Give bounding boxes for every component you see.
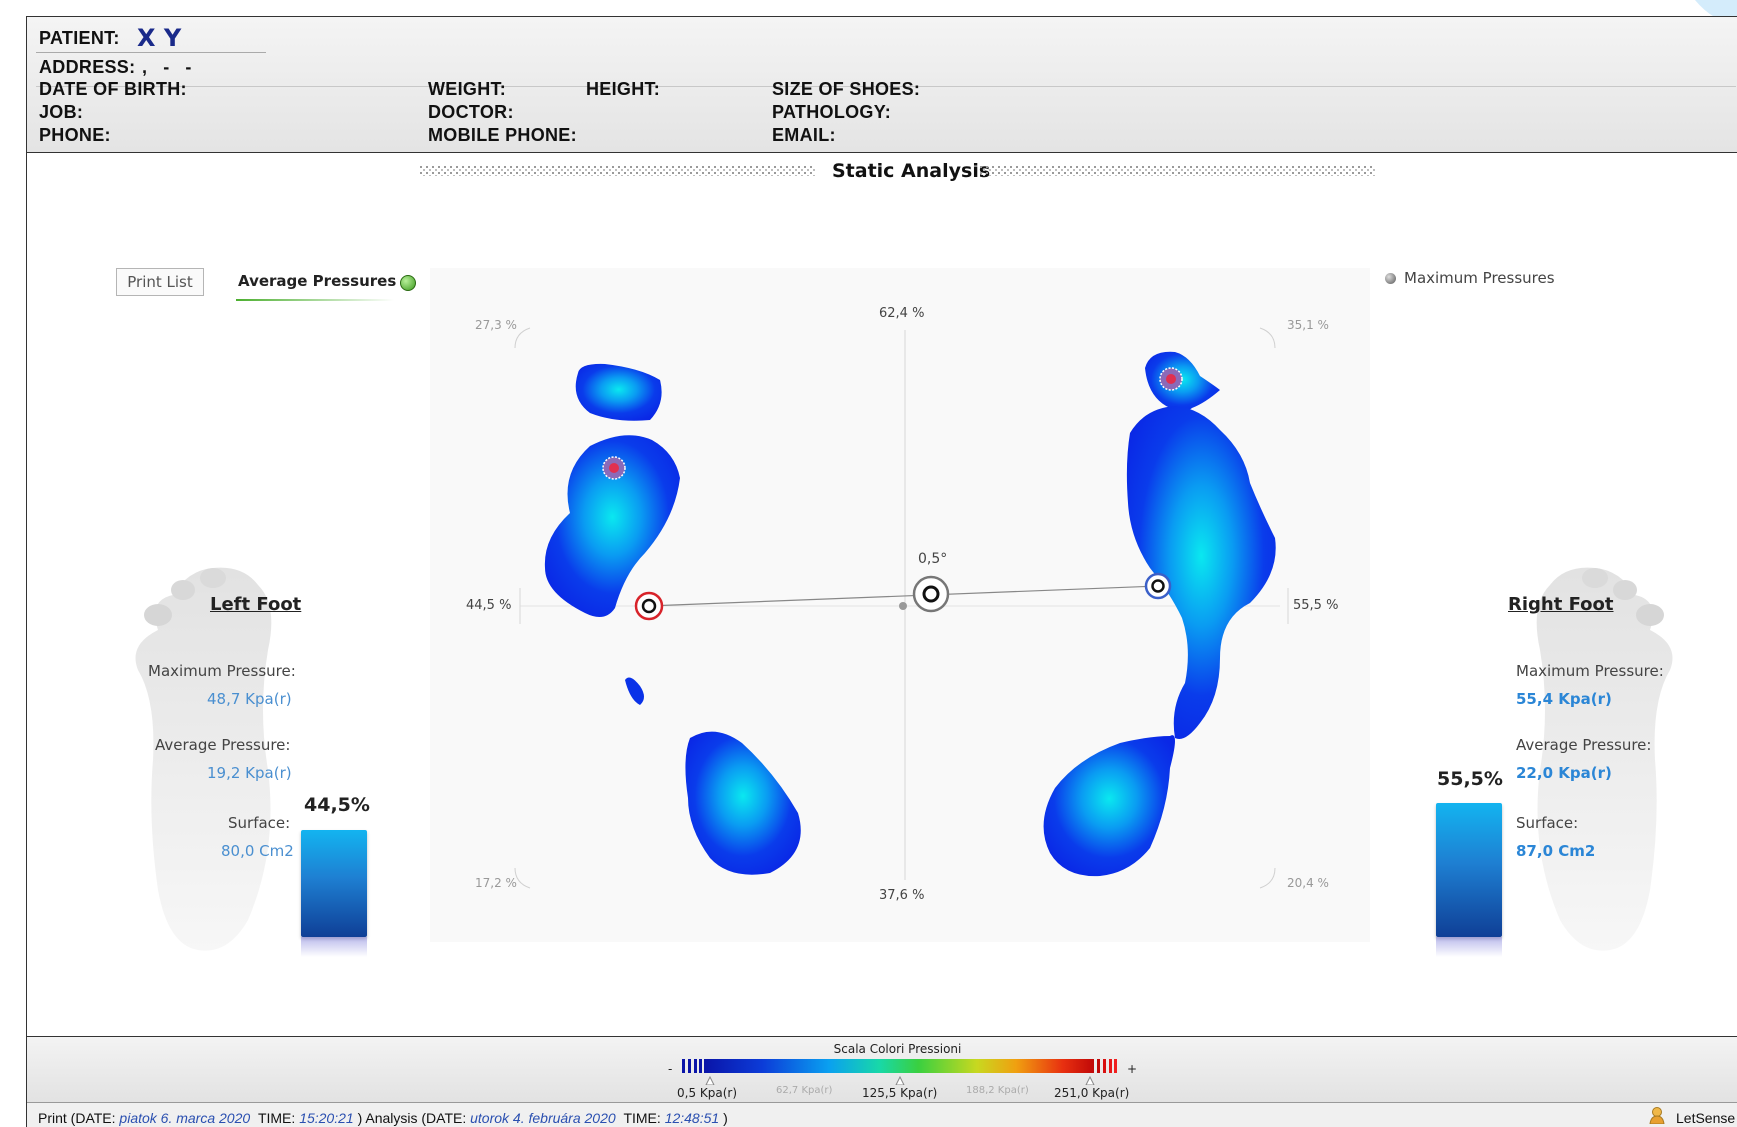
page-frame [26, 16, 1737, 1127]
dob-label: DATE OF BIRTH: [39, 79, 187, 99]
chart-bottom-left-percent: 17,2 % [475, 876, 517, 890]
print-time-label: TIME: [257, 1110, 296, 1126]
right-foot-pressure-blobs [1043, 351, 1276, 877]
right-foot-silhouette-icon [1536, 567, 1673, 951]
analysis-prefix: ) Analysis (DATE: [357, 1110, 467, 1126]
scale-pointers-icon [705, 1075, 1095, 1085]
right-peak-marker-icon [1159, 367, 1183, 391]
scale-high-ticks-icon [1097, 1059, 1117, 1073]
maximum-dot-icon[interactable] [1385, 273, 1396, 284]
user-icon [1649, 1107, 1665, 1124]
left-cop-marker-icon [634, 591, 664, 621]
right-avg-label: Average Pressure: [1516, 736, 1652, 754]
patient-label: PATIENT: [39, 28, 120, 48]
left-peak-marker-icon [602, 456, 626, 480]
status-line: Print (DATE: piatok 6. marca 2020 TIME: … [38, 1110, 728, 1126]
title-bar: Static Analysis [420, 160, 1375, 184]
scale-tick-1: 62,7 Kpa(r) [776, 1085, 833, 1096]
left-max-value: 48,7 Kpa(r) [207, 690, 292, 708]
tab-maximum-pressures[interactable]: Maximum Pressures [1404, 269, 1555, 287]
left-load-bar-reflection [301, 937, 367, 957]
left-foot-silhouette-icon [135, 567, 272, 951]
left-load-percent: 44,5% [304, 794, 370, 816]
job-label: JOB: [39, 102, 84, 122]
left-avg-value: 19,2 Kpa(r) [207, 764, 292, 782]
address-value: , - - [142, 57, 192, 77]
color-scale-title: Scala Colori Pressioni [833, 1042, 962, 1056]
scale-tick-2: 125,5 Kpa(r) [862, 1086, 938, 1100]
email-label: EMAIL: [772, 125, 836, 145]
right-cop-marker-icon [1144, 572, 1172, 600]
patient-underline [36, 52, 266, 53]
left-surface-label: Surface: [228, 814, 291, 832]
chart-mid-right-percent: 55,5 % [1293, 598, 1339, 613]
left-surface-value: 80,0 Cm2 [221, 842, 294, 860]
scale-low-ticks-icon [682, 1059, 702, 1073]
status-close: ) [723, 1110, 728, 1126]
right-avg-value: 22,0 Kpa(r) [1516, 764, 1612, 782]
right-max-value: 55,4 Kpa(r) [1516, 690, 1612, 708]
average-tab-underline [236, 299, 394, 301]
patient-name: X Y [137, 24, 182, 52]
left-load-bar [301, 830, 367, 937]
app-name: LetSense [1676, 1110, 1736, 1126]
global-cop-marker-icon [912, 575, 950, 613]
chart-bottom-right-percent: 20,4 % [1287, 876, 1329, 890]
right-surface-label: Surface: [1516, 814, 1579, 832]
right-load-bar [1436, 803, 1502, 937]
title-dots-right-icon [980, 166, 1375, 176]
analysis-date: utorok 4. februára 2020 [470, 1110, 616, 1126]
address-label: ADDRESS: [39, 57, 136, 77]
color-scale-bar [704, 1059, 1094, 1073]
print-time: 15:20:21 [299, 1110, 354, 1126]
print-date: piatok 6. marca 2020 [119, 1110, 251, 1126]
left-max-label: Maximum Pressure: [148, 662, 296, 680]
shoes-label: SIZE OF SHOES: [772, 79, 921, 99]
pathology-label: PATHOLOGY: [772, 102, 891, 122]
scale-plus-label: + [1127, 1062, 1138, 1076]
chart-bottom-center-percent: 37,6 % [879, 888, 925, 903]
page-title: Static Analysis [832, 160, 991, 182]
print-list-button[interactable]: Print List [116, 268, 204, 296]
mobile-label: MOBILE PHONE: [428, 125, 577, 145]
chart-top-center-percent: 62,4 % [879, 306, 925, 321]
height-label: HEIGHT: [586, 79, 661, 99]
right-load-bar-reflection [1436, 937, 1502, 957]
left-foot-title: Left Foot [210, 594, 302, 615]
average-active-dot-icon[interactable] [400, 275, 416, 291]
weight-label: WEIGHT: [428, 79, 507, 99]
scale-tick-3: 188,2 Kpa(r) [966, 1085, 1029, 1096]
phone-label: PHONE: [39, 125, 111, 145]
analysis-time: 12:48:51 [664, 1110, 720, 1126]
scale-tick-0: 0,5 Kpa(r) [677, 1086, 738, 1100]
right-foot-title: Right Foot [1508, 594, 1614, 615]
rotation-angle: 0,5° [918, 551, 948, 567]
tab-average-pressures[interactable]: Average Pressures [238, 272, 397, 290]
left-foot-pressure-blobs [544, 363, 801, 875]
status-bar [27, 1102, 1737, 1127]
center-point-icon [899, 602, 907, 610]
pressure-map-graphic [514, 327, 1289, 889]
print-prefix: Print (DATE: [38, 1110, 116, 1126]
patient-header [27, 17, 1737, 153]
scale-tick-4: 251,0 Kpa(r) [1054, 1086, 1130, 1100]
chart-top-left-percent: 27,3 % [475, 318, 517, 332]
right-load-percent: 55,5% [1437, 768, 1503, 790]
title-dots-left-icon [420, 166, 816, 176]
right-max-label: Maximum Pressure: [1516, 662, 1664, 680]
analysis-time-label: TIME: [623, 1110, 661, 1126]
address-underline [36, 86, 1736, 87]
doctor-label: DOCTOR: [428, 102, 514, 122]
right-surface-value: 87,0 Cm2 [1516, 842, 1596, 860]
scale-minus-label: - [668, 1062, 673, 1076]
left-avg-label: Average Pressure: [155, 736, 291, 754]
chart-top-right-percent: 35,1 % [1287, 318, 1329, 332]
chart-mid-left-percent: 44,5 % [466, 598, 512, 613]
